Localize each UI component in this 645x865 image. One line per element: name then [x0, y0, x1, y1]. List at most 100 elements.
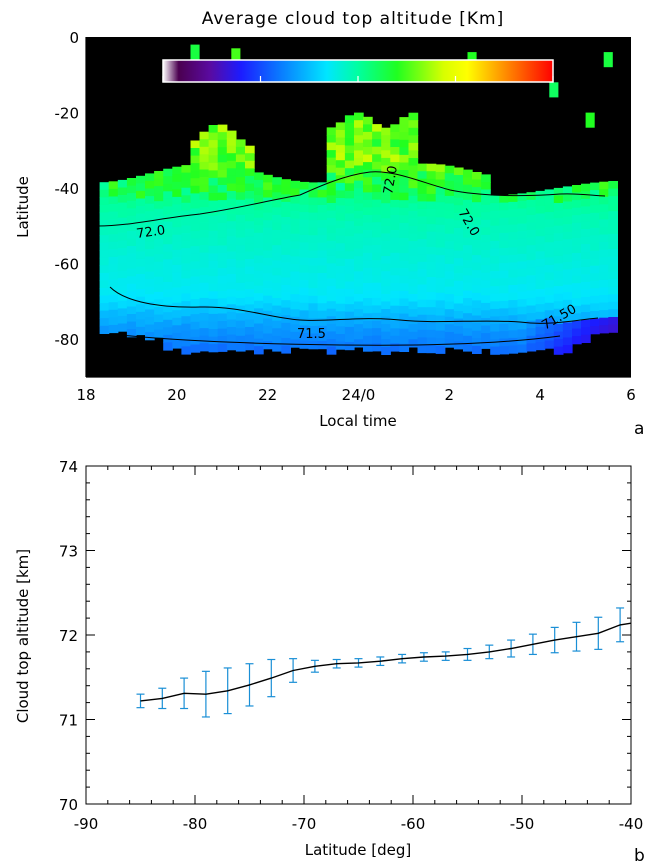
heatmap-cell — [172, 280, 182, 289]
heatmap-cell — [599, 317, 609, 326]
heatmap-cell — [381, 301, 391, 310]
heatmap-cell — [481, 189, 491, 198]
heatmap-cell — [390, 222, 400, 231]
heatmap-cell — [481, 280, 491, 289]
heatmap-cell — [372, 237, 382, 246]
heatmap-cell — [490, 271, 500, 280]
heatmap-cell — [226, 175, 237, 185]
heatmap-cell — [417, 344, 428, 354]
heatmap-cell — [472, 194, 482, 203]
heatmap-cell — [254, 210, 264, 219]
heatmap-cell — [326, 240, 337, 249]
heatmap-cell — [99, 265, 110, 274]
heatmap-cell — [190, 329, 201, 338]
heatmap-cell — [444, 241, 455, 250]
heatmap-cell — [254, 293, 264, 302]
heatmap-cell — [308, 288, 319, 297]
heatmap-cell — [190, 155, 201, 164]
heatmap-cell — [553, 195, 564, 204]
heatmap-cell — [381, 142, 391, 151]
heatmap-cell — [299, 310, 310, 319]
heatmap-cell — [308, 220, 319, 229]
heatmap-cell — [453, 265, 464, 274]
heatmap-cell — [235, 214, 246, 224]
heatmap-cell — [272, 267, 282, 276]
heatmap-cell — [435, 262, 446, 271]
heatmap-cell — [426, 171, 437, 180]
heatmap-cell — [326, 195, 337, 204]
heatmap-cell — [408, 142, 419, 152]
heatmap-cell — [281, 179, 291, 188]
heatmap-cell — [245, 342, 255, 351]
heatmap-cell — [317, 310, 328, 319]
heatmap-cell — [290, 309, 301, 318]
heatmap-cell — [544, 265, 555, 274]
heatmap-cell — [190, 178, 201, 187]
heatmap-cell — [245, 251, 255, 260]
heatmap-cell — [399, 147, 410, 156]
heatmap-cell — [245, 160, 255, 169]
heatmap-cell — [199, 305, 210, 314]
heatmap-cell — [544, 317, 555, 327]
heatmap-cell — [372, 252, 382, 261]
heatmap-cell — [444, 316, 455, 325]
heatmap-cell — [245, 191, 255, 200]
heatmap-cell — [226, 160, 237, 169]
heatmap-cell — [117, 210, 128, 219]
heatmap-cell — [317, 242, 328, 251]
heatmap-cell — [435, 209, 446, 218]
heatmap-cell — [354, 263, 364, 272]
heatmap-cell — [390, 192, 400, 201]
heatmap-cell — [535, 243, 546, 252]
heatmap-cell — [372, 146, 382, 155]
heatmap-cell — [181, 172, 192, 181]
heatmap-cell — [326, 308, 337, 317]
heatmap-cell — [326, 293, 337, 302]
heatmap-cell — [526, 335, 537, 344]
heatmap-cell — [453, 333, 464, 342]
heatmap-cell — [354, 339, 364, 348]
heatmap-cell — [299, 234, 310, 243]
colorbar-tick-label: 73 — [445, 94, 465, 113]
heatmap-cell — [408, 233, 419, 242]
heatmap-cell — [199, 237, 210, 246]
heatmap-cell — [426, 239, 437, 248]
heatmap-cell — [553, 308, 564, 317]
heatmap-cell — [126, 276, 137, 285]
heatmap-cell — [217, 230, 228, 239]
heatmap-cell — [608, 233, 618, 243]
heatmap-cell — [190, 253, 201, 262]
heatmap-cell — [290, 286, 301, 295]
heatmap-cell — [453, 250, 464, 259]
heatmap-cell — [335, 266, 346, 275]
heatmap-cell — [363, 222, 373, 231]
heatmap-cell — [136, 304, 146, 313]
heatmap-cell — [408, 188, 419, 197]
heatmap-cell — [208, 200, 219, 209]
heatmap-cell — [235, 154, 246, 163]
heatmap-cell — [481, 265, 491, 274]
heatmap-y-tick-label: -60 — [55, 256, 80, 274]
heatmap-cell — [108, 241, 119, 250]
heatmap-cell — [281, 239, 291, 248]
heatmap-cell — [599, 249, 609, 258]
heatmap-cell — [299, 242, 310, 251]
heatmap-cell — [208, 276, 219, 285]
heatmap-cell — [535, 326, 546, 336]
heatmap-cell — [390, 124, 400, 133]
heatmap-cell — [390, 230, 400, 239]
heatmap-cell — [354, 301, 364, 310]
heatmap-cell — [426, 231, 437, 240]
heatmap-cell — [581, 312, 591, 321]
heatmap-cell — [472, 300, 482, 309]
heatmap-cell — [117, 202, 128, 211]
heatmap-cell — [535, 311, 546, 320]
heatmap-cell — [263, 220, 273, 229]
heatmap-cell — [226, 168, 237, 177]
heatmap-cell — [335, 220, 346, 229]
heatmap-cell — [549, 82, 559, 98]
heatmap-cell — [481, 234, 491, 244]
heatmap-cell — [608, 271, 618, 280]
heatmap-cell — [472, 315, 482, 324]
heatmap-cell — [145, 218, 155, 227]
